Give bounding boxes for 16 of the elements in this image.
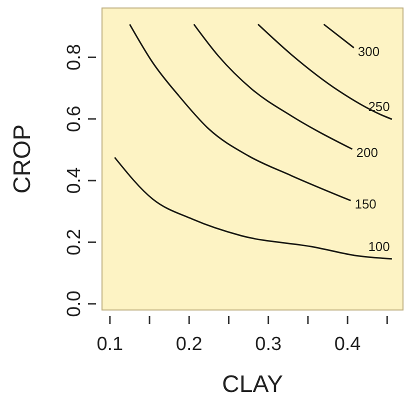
- y-tick-label: 0.2: [64, 228, 85, 256]
- x-tick-label: 0.3: [255, 334, 282, 355]
- y-axis-title: CROP: [9, 124, 36, 194]
- x-tick-label: 0.1: [96, 334, 124, 355]
- x-tick-label: 0.2: [176, 334, 202, 355]
- x-axis-title: CLAY: [222, 371, 283, 398]
- series-label: 100: [368, 238, 390, 254]
- y-tick-label: 0.0: [64, 290, 85, 318]
- x-tick-label: 0.4: [334, 334, 362, 355]
- series-label: 250: [368, 99, 390, 114]
- y-tick-label: 0.8: [64, 44, 85, 71]
- y-tick-label: 0.4: [64, 166, 85, 194]
- series-label: 150: [354, 196, 376, 212]
- series-label: 200: [356, 145, 378, 160]
- y-tick-label: 0.6: [64, 106, 85, 132]
- series-label: 300: [358, 44, 380, 59]
